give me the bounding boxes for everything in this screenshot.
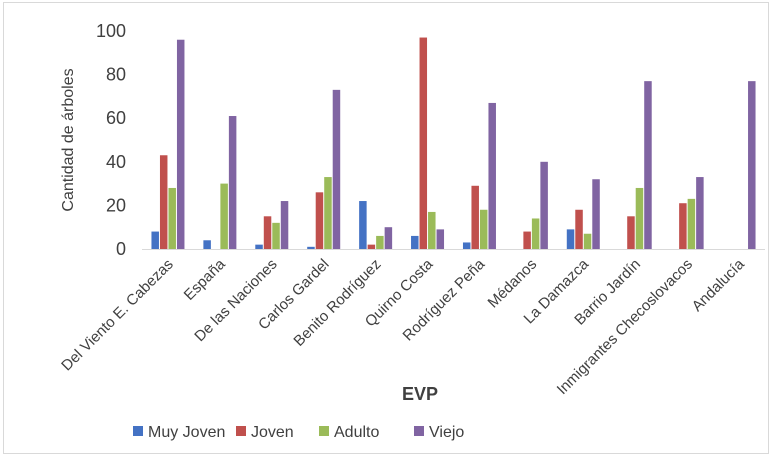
bar-joven [627, 216, 635, 249]
bar-viejo [176, 39, 185, 249]
legend-label: Adulto [334, 424, 379, 441]
bar-viejo [436, 229, 445, 249]
bar-adulto [272, 222, 280, 249]
y-tick-label: 0 [116, 239, 126, 259]
bar-muy-joven [462, 242, 471, 249]
bar-adulto [479, 209, 488, 249]
bar-viejo [280, 201, 289, 249]
y-tick-label: 100 [96, 21, 126, 41]
y-tick-label: 60 [106, 108, 126, 128]
bar-viejo [488, 102, 496, 249]
legend: Muy Joven Joven Adulto Viejo [133, 424, 464, 441]
bar-muy-joven [359, 201, 367, 249]
bar-joven [159, 155, 168, 249]
legend-swatch [236, 426, 246, 436]
bar-joven [679, 203, 687, 249]
bar-adulto [428, 211, 436, 249]
bar-joven [575, 209, 583, 249]
bar-muy-joven [411, 235, 419, 249]
bar-viejo [384, 227, 393, 249]
bar-joven [419, 37, 428, 249]
bar-viejo [332, 89, 341, 249]
bar-muy-joven [203, 240, 211, 249]
bar-adulto [324, 177, 332, 249]
bar-joven [471, 185, 479, 249]
bar-joven [263, 216, 272, 249]
y-tick-label: 40 [106, 152, 126, 172]
bar-muy-joven [255, 244, 263, 249]
bar-adulto [168, 187, 176, 249]
y-tick-label: 20 [106, 195, 126, 215]
legend-label: Muy Joven [148, 424, 225, 441]
y-tick-label: 80 [106, 65, 126, 85]
bar-joven [523, 231, 531, 249]
legend-swatch [414, 426, 424, 436]
bar-viejo [592, 179, 600, 249]
bar-adulto [531, 218, 540, 249]
chart-border [3, 2, 769, 454]
bar-viejo [540, 161, 548, 249]
bar-muy-joven [151, 231, 159, 249]
bars [151, 37, 756, 250]
x-axis-label: EVP [402, 384, 438, 404]
bar-muy-joven [566, 229, 575, 249]
legend-swatch [319, 426, 329, 436]
bar-viejo [696, 177, 704, 249]
bar-joven [367, 244, 376, 249]
bar-adulto [220, 183, 228, 249]
bar-muy-joven [307, 246, 315, 249]
y-axis-ticks: 0 20 40 60 80 100 [96, 21, 126, 259]
bar-adulto [687, 198, 696, 249]
bar-adulto [635, 187, 644, 249]
bar-adulto [583, 233, 592, 249]
bar-viejo [228, 116, 237, 250]
legend-label: Joven [251, 424, 294, 441]
bar-joven [315, 192, 324, 249]
legend-swatch [133, 426, 143, 436]
y-axis-label: Cantidad de árboles [60, 68, 77, 211]
bar-viejo [748, 81, 756, 249]
bar-adulto [376, 235, 384, 249]
legend-label: Viejo [429, 424, 464, 441]
bar-viejo [644, 81, 652, 249]
